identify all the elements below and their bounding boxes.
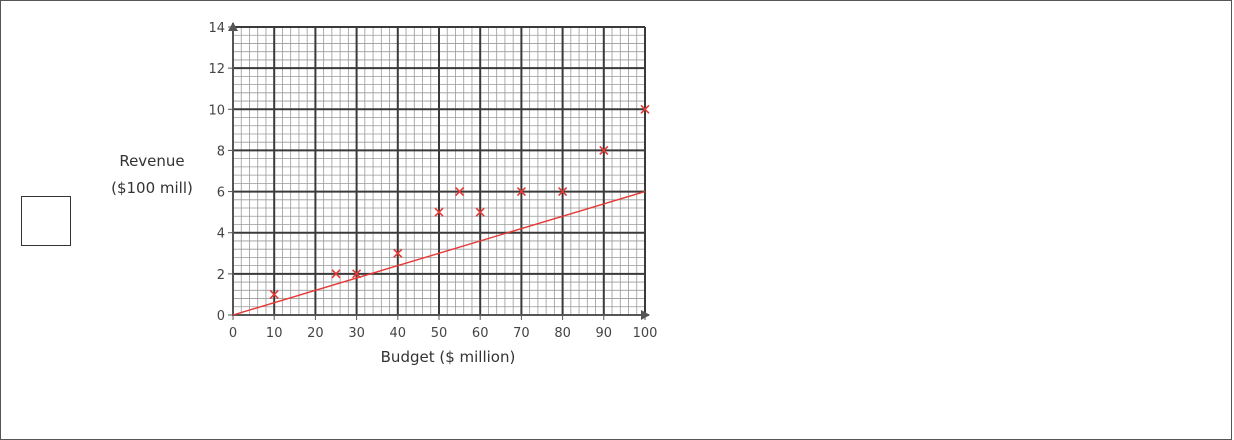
x-tick-label: 100 xyxy=(633,326,658,341)
data-point-marker xyxy=(269,289,279,299)
data-point xyxy=(269,289,279,299)
y-tick-label: 0 xyxy=(217,309,225,324)
data-point xyxy=(640,104,650,114)
data-point xyxy=(599,145,609,155)
data-point-marker xyxy=(352,269,362,279)
y-tick-label: 6 xyxy=(217,186,225,201)
y-tick-label: 10 xyxy=(208,103,225,118)
y-tick-label: 2 xyxy=(217,268,225,283)
y-tick-label: 4 xyxy=(217,227,225,242)
answer-checkbox[interactable] xyxy=(21,196,71,246)
data-point xyxy=(331,269,341,279)
y-tick-label: 14 xyxy=(208,21,225,36)
x-axis-label: Budget ($ million) xyxy=(380,348,516,366)
data-point-marker xyxy=(599,145,609,155)
data-point-marker xyxy=(331,269,341,279)
x-tick-label: 10 xyxy=(266,326,283,341)
trend-line xyxy=(232,190,646,316)
x-tick-label: 60 xyxy=(472,326,489,341)
x-tick-label: 70 xyxy=(513,326,530,341)
y-axis-label: Revenue ($100 mill) xyxy=(100,148,204,202)
x-tick-label: 90 xyxy=(596,326,613,341)
data-point-marker xyxy=(455,187,465,197)
data-point xyxy=(455,187,465,197)
x-tick-label: 80 xyxy=(554,326,571,341)
data-point-marker xyxy=(558,187,568,197)
data-point xyxy=(393,248,403,258)
y-axis-label-line-1: Revenue xyxy=(119,152,185,170)
x-tick-label: 20 xyxy=(307,326,324,341)
data-point-marker xyxy=(393,248,403,258)
data-point xyxy=(516,187,526,197)
data-point-marker xyxy=(434,207,444,217)
data-point-marker xyxy=(475,207,485,217)
data-point xyxy=(475,207,485,217)
x-tick-label: 30 xyxy=(348,326,365,341)
data-point xyxy=(352,269,362,279)
y-tick-label: 8 xyxy=(217,144,225,159)
y-axis-label-line-2: ($100 mill) xyxy=(111,179,193,197)
x-tick-label: 40 xyxy=(390,326,407,341)
x-tick-label: 50 xyxy=(431,326,448,341)
y-tick-label: 12 xyxy=(208,62,225,77)
data-point xyxy=(434,207,444,217)
data-point-marker xyxy=(516,187,526,197)
data-point-marker xyxy=(640,104,650,114)
x-tick-label: 0 xyxy=(229,326,237,341)
data-point xyxy=(558,187,568,197)
